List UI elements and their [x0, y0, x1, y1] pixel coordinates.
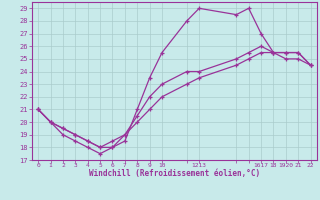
X-axis label: Windchill (Refroidissement éolien,°C): Windchill (Refroidissement éolien,°C) — [89, 169, 260, 178]
